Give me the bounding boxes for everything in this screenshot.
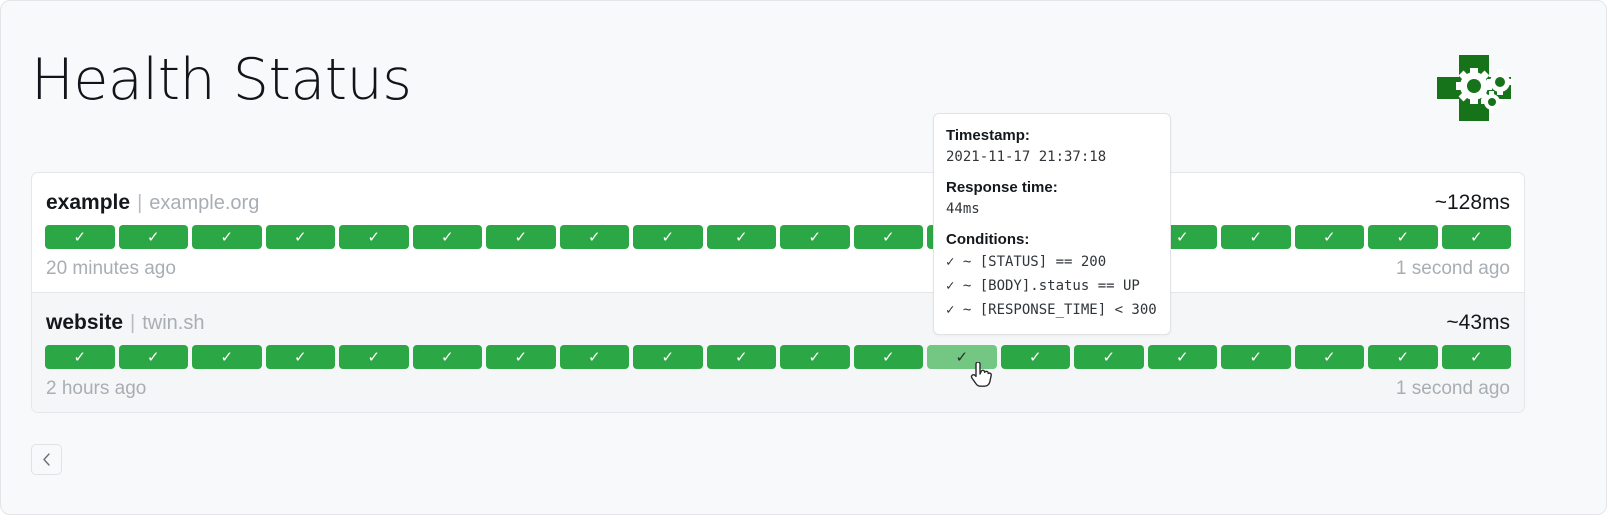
- service-host: twin.sh: [142, 312, 205, 334]
- service-latency: ~128ms: [1434, 191, 1510, 214]
- service-name[interactable]: example: [46, 191, 131, 214]
- service-host: example.org: [149, 192, 260, 214]
- tooltip-conditions-block: Conditions: ✓ ~ [STATUS] == 200 ✓ ~ [BOD…: [946, 229, 1158, 322]
- status-bar[interactable]: ✓: [486, 225, 556, 249]
- tooltip-timestamp-block: Timestamp: 2021-11-17 21:37:18: [946, 125, 1158, 168]
- status-bar[interactable]: ✓: [1294, 345, 1364, 369]
- newest-timestamp: 1 second ago: [1395, 258, 1510, 279]
- status-bar[interactable]: ✓: [559, 345, 629, 369]
- status-bar[interactable]: ✓: [706, 225, 776, 249]
- status-bar[interactable]: ✓: [706, 345, 776, 369]
- tooltip-response-time-value: 44ms: [946, 201, 980, 217]
- chevron-left-icon: [41, 453, 52, 466]
- status-bar[interactable]: ✓: [192, 345, 262, 369]
- tooltip-condition: ✓ ~ [STATUS] == 200: [946, 254, 1107, 270]
- newest-timestamp: 1 second ago: [1395, 378, 1510, 399]
- service-header: website | twin.sh ~43ms: [45, 311, 1511, 337]
- service-times: 20 minutes ago 1 second ago: [45, 258, 1511, 280]
- tooltip-condition: ✓ ~ [RESPONSE_TIME] < 300: [946, 302, 1157, 318]
- status-detail-tooltip: Timestamp: 2021-11-17 21:37:18 Response …: [933, 113, 1171, 335]
- service-separator: |: [137, 192, 143, 214]
- status-bar[interactable]: ✓: [1221, 225, 1291, 249]
- oldest-timestamp: 20 minutes ago: [46, 258, 176, 279]
- status-bar[interactable]: ✓: [412, 225, 482, 249]
- status-bar[interactable]: ✓: [339, 345, 409, 369]
- status-bar[interactable]: ✓: [559, 225, 629, 249]
- status-bar[interactable]: ✓: [780, 345, 850, 369]
- status-bar[interactable]: ✓: [45, 345, 115, 369]
- status-bar[interactable]: ✓: [1221, 345, 1291, 369]
- service-name[interactable]: website: [46, 311, 124, 334]
- service-header: example | example.org ~128ms: [45, 191, 1511, 217]
- page-title: Health Status: [31, 47, 412, 113]
- status-bar[interactable]: ✓: [1368, 225, 1438, 249]
- status-bar[interactable]: ✓: [412, 345, 482, 369]
- status-bar[interactable]: ✓: [265, 345, 335, 369]
- status-bar-list: ✓✓✓✓✓✓✓✓✓✓✓✓✓✓✓✓✓✓✓✓: [45, 345, 1511, 369]
- status-bar[interactable]: ✓: [1147, 345, 1217, 369]
- status-bar[interactable]: ✓: [1294, 225, 1364, 249]
- tooltip-timestamp-label: Timestamp:: [946, 127, 1030, 144]
- status-bar[interactable]: ✓: [780, 225, 850, 249]
- status-bar[interactable]: ✓: [1074, 345, 1144, 369]
- page-header: Health Status: [31, 47, 1576, 127]
- pagination: [31, 444, 62, 475]
- status-bar[interactable]: ✓: [118, 225, 188, 249]
- status-bar[interactable]: ✓: [118, 345, 188, 369]
- tooltip-timestamp-value: 2021-11-17 21:37:18: [946, 149, 1107, 165]
- tooltip-response-time-label: Response time:: [946, 179, 1058, 196]
- gatus-cross-gears-logo-icon: [1426, 49, 1522, 127]
- status-bar[interactable]: ✓: [339, 225, 409, 249]
- service-latency: ~43ms: [1446, 311, 1510, 334]
- status-bar[interactable]: ✓: [1368, 345, 1438, 369]
- tooltip-response-time-block: Response time: 44ms: [946, 177, 1158, 220]
- status-bar[interactable]: ✓: [853, 225, 923, 249]
- tooltip-conditions-list: ✓ ~ [STATUS] == 200 ✓ ~ [BODY].status ==…: [946, 250, 1158, 322]
- tooltip-conditions-label: Conditions:: [946, 231, 1030, 248]
- service-row: website | twin.sh ~43ms ✓ ✓ ✓ ✓ ✓ ✓ ✓ ✓ ✓ ✓ ✓ ✓ ✓ ✓ ✓ ✓…: [32, 292, 1524, 412]
- service-separator: |: [130, 312, 136, 334]
- status-bar[interactable]: ✓: [853, 345, 923, 369]
- status-bar-list: ✓✓✓✓✓✓✓✓✓✓✓✓✓✓✓✓✓✓✓✓: [45, 225, 1511, 249]
- status-bar[interactable]: ✓: [45, 225, 115, 249]
- services-card: example | example.org ~128ms ✓ ✓ ✓ ✓ ✓ ✓ ✓ ✓ ✓ ✓ ✓…: [31, 172, 1525, 413]
- status-bar[interactable]: ✓: [633, 225, 703, 249]
- tooltip-condition: ✓ ~ [BODY].status == UP: [946, 278, 1140, 294]
- status-bar[interactable]: ✓: [486, 345, 556, 369]
- status-bar[interactable]: ✓: [265, 225, 335, 249]
- service-row: example | example.org ~128ms ✓ ✓ ✓ ✓ ✓ ✓ ✓ ✓ ✓ ✓ ✓…: [32, 173, 1524, 292]
- status-bar[interactable]: ✓: [927, 345, 997, 369]
- status-bar[interactable]: ✓: [192, 225, 262, 249]
- status-bar[interactable]: ✓: [1441, 225, 1511, 249]
- previous-page-button[interactable]: [31, 444, 62, 475]
- oldest-timestamp: 2 hours ago: [46, 378, 147, 399]
- status-bar[interactable]: ✓: [633, 345, 703, 369]
- status-bar[interactable]: ✓: [1000, 345, 1070, 369]
- status-bar[interactable]: ✓: [1441, 345, 1511, 369]
- service-times: 2 hours ago 1 second ago: [45, 378, 1511, 400]
